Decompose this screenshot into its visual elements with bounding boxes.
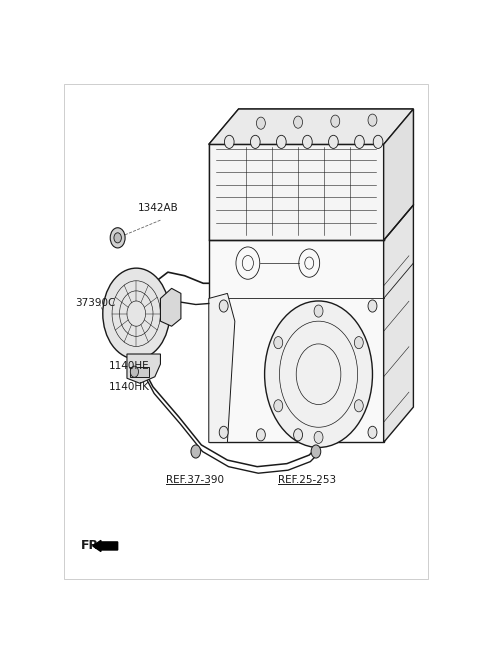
- Circle shape: [225, 135, 234, 148]
- FancyArrow shape: [93, 541, 118, 552]
- Circle shape: [219, 300, 228, 312]
- Circle shape: [256, 117, 265, 129]
- Polygon shape: [209, 109, 413, 144]
- Circle shape: [311, 445, 321, 458]
- Circle shape: [354, 400, 363, 412]
- Circle shape: [130, 366, 139, 377]
- Text: FR.: FR.: [81, 539, 104, 552]
- Polygon shape: [127, 354, 160, 383]
- Polygon shape: [160, 289, 181, 326]
- Text: REF.25-253: REF.25-253: [277, 475, 336, 485]
- Circle shape: [368, 300, 377, 312]
- Circle shape: [191, 445, 201, 458]
- Circle shape: [314, 431, 323, 443]
- Circle shape: [302, 135, 312, 148]
- Text: 1342AB: 1342AB: [138, 203, 179, 213]
- Circle shape: [354, 337, 363, 349]
- Circle shape: [314, 305, 323, 317]
- Circle shape: [264, 301, 372, 447]
- Text: 1140HE: 1140HE: [108, 361, 149, 371]
- Polygon shape: [209, 144, 384, 442]
- Circle shape: [110, 228, 125, 248]
- Text: REF.37-390: REF.37-390: [166, 475, 224, 485]
- Circle shape: [103, 268, 170, 359]
- Polygon shape: [209, 144, 384, 240]
- Circle shape: [219, 426, 228, 438]
- Polygon shape: [384, 109, 413, 240]
- Circle shape: [373, 135, 383, 148]
- Circle shape: [329, 135, 338, 148]
- Circle shape: [294, 116, 302, 128]
- Circle shape: [355, 135, 364, 148]
- Circle shape: [251, 135, 260, 148]
- Circle shape: [256, 429, 265, 441]
- Circle shape: [276, 135, 286, 148]
- Circle shape: [368, 426, 377, 438]
- Circle shape: [368, 114, 377, 126]
- Polygon shape: [209, 293, 235, 442]
- Circle shape: [331, 115, 340, 127]
- Text: 37390C: 37390C: [75, 298, 115, 308]
- Circle shape: [274, 337, 283, 349]
- Text: 1140HK: 1140HK: [108, 382, 149, 392]
- Polygon shape: [130, 367, 148, 377]
- Circle shape: [294, 429, 302, 441]
- Circle shape: [114, 233, 121, 243]
- Polygon shape: [384, 109, 413, 442]
- Polygon shape: [209, 109, 413, 144]
- Circle shape: [274, 400, 283, 412]
